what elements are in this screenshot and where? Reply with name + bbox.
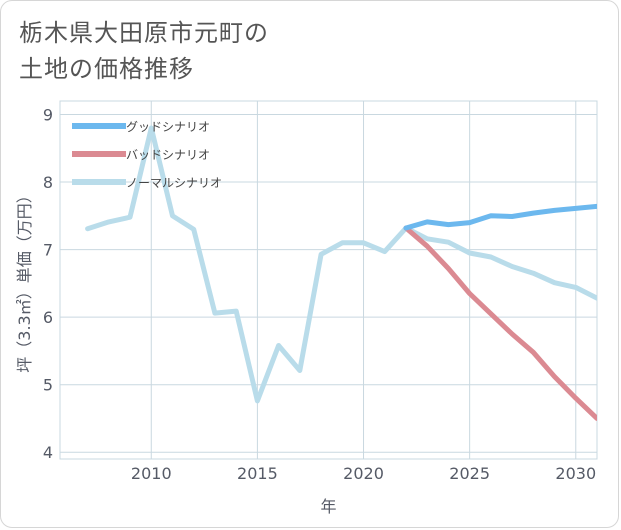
x-tick-label: 2025 <box>449 464 490 483</box>
series-line-normal <box>85 125 597 404</box>
page-title: 栃木県大田原市元町の 土地の価格推移 <box>19 15 269 87</box>
title-line-1: 栃木県大田原市元町の <box>19 19 269 47</box>
y-tick-label: 5 <box>43 376 53 395</box>
grid <box>60 101 597 459</box>
y-tick-label: 7 <box>43 241 53 260</box>
plot-frame <box>59 100 598 460</box>
x-tick-label: 2020 <box>343 464 384 483</box>
title-line-2: 土地の価格推移 <box>19 55 194 83</box>
series-line-bad <box>403 225 597 421</box>
y-tick-label: 9 <box>43 106 53 125</box>
legend-label-bad: バッドシナリオ <box>126 148 210 162</box>
y-tick-label: 6 <box>43 308 53 327</box>
series-line-good <box>403 203 597 231</box>
x-tick-label: 2030 <box>555 464 596 483</box>
y-tick-label: 8 <box>43 173 53 192</box>
x-tick-label: 2010 <box>131 464 172 483</box>
y-tick-labels: 4 5 6 7 8 9 <box>43 106 53 463</box>
x-tick-labels: 2010 2015 2020 2025 2030 <box>131 464 596 483</box>
legend-label-good: グッドシナリオ <box>126 120 210 134</box>
series-lines <box>85 125 597 421</box>
y-tick-label: 4 <box>43 443 53 462</box>
y-axis-label: 坪（3.3㎡）単価（万円） <box>15 187 34 372</box>
x-tick-label: 2015 <box>237 464 278 483</box>
x-axis-label: 年 <box>320 497 336 516</box>
legend-label-normal: ノーマルシナリオ <box>126 176 222 190</box>
